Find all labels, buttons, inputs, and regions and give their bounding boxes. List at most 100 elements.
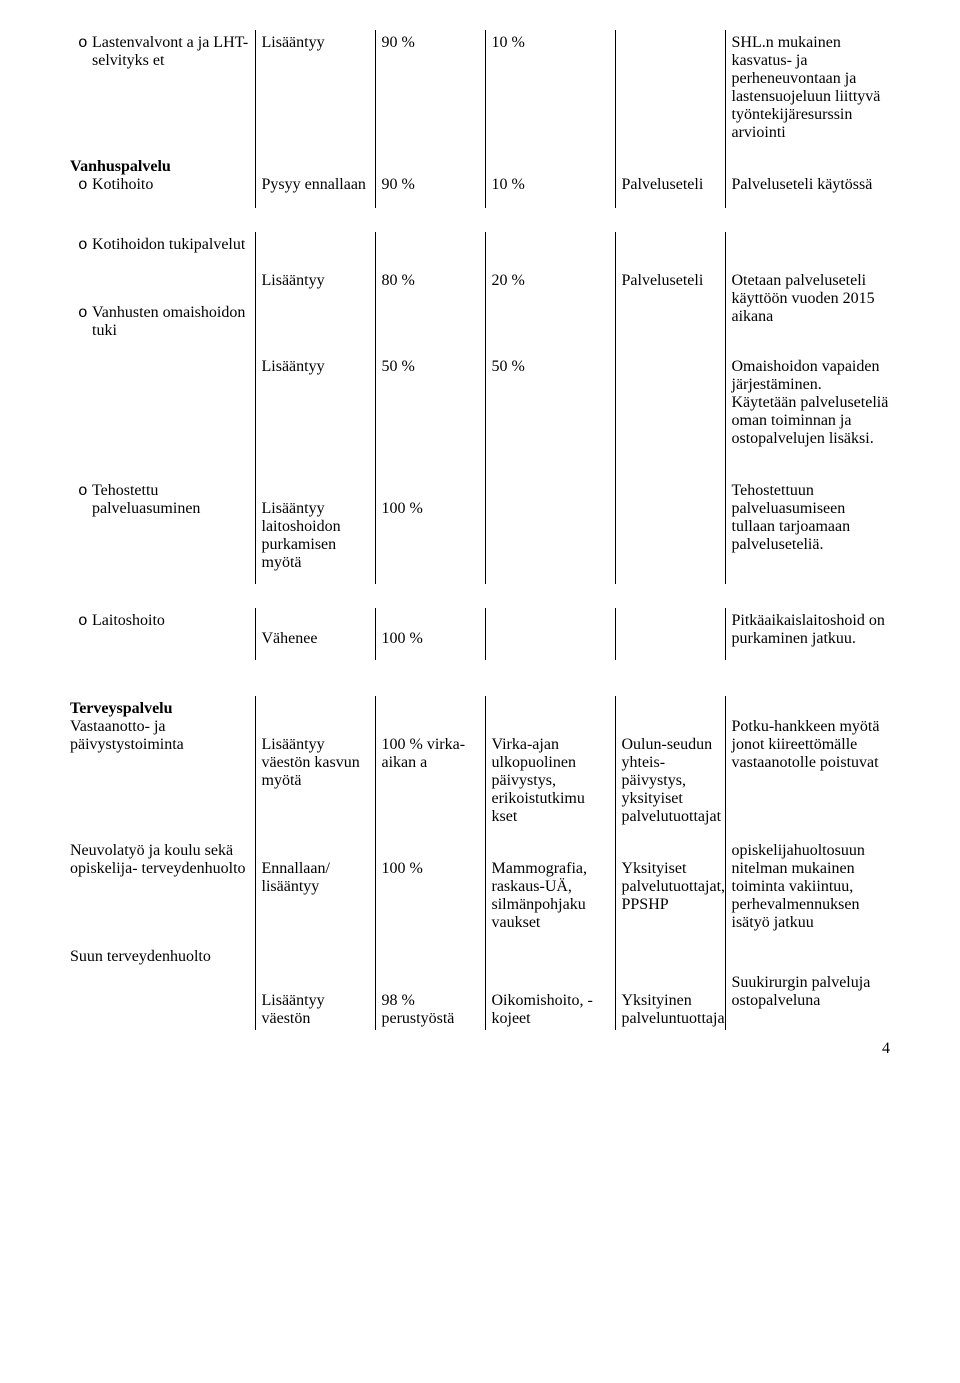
bullet-icon: o [70,612,92,630]
cell-pct2: 10 % [485,30,615,154]
table-row: Lisääntyy 50 % 50 % Omaishoidon vapaiden… [70,354,895,460]
table-row: o Tehostettu palveluasuminen Lisääntyy l… [70,478,895,584]
cell-pct2: Oikomishoito, -kojeet [485,970,615,1030]
cell-pct2 [485,478,615,584]
cell-pct2: Mammografia, raskaus-UÄ, silmänpohjaku v… [485,838,615,944]
table-row: o Vanhusten omaishoidon tuki Lisääntyy 8… [70,268,895,354]
table-row: Suun terveydenhuolto [70,944,895,970]
cell-voucher: Yksityinen palveluntuottaja [615,970,725,1030]
cell-service: o Vanhusten omaishoidon tuki [70,268,255,354]
cell-note: opiskelijahuoltosuun nitelman mukainen t… [725,838,895,944]
cell-voucher [615,354,725,460]
cell-trend: Lisääntyy [255,268,375,354]
bullet-icon: o [70,176,92,194]
cell-service: o Lastenvalvont a ja LHT-selvityks et [70,30,255,154]
page-number: 4 [70,1040,890,1058]
service-label: Kotihoito [92,176,249,194]
cell-voucher: Yksityiset palvelutuottajat, PPSHP [615,838,725,944]
bullet-icon: o [70,34,92,70]
cell-service: o Laitoshoito [70,608,255,660]
bullet-icon: o [70,236,92,254]
cell-voucher [615,232,725,268]
table-row: Vanhuspalvelu o Kotihoito Pysyy ennallaa… [70,154,895,208]
cell-trend: Lisääntyy väestön [255,970,375,1030]
cell-trend [255,232,375,268]
cell-pct2: 10 % [485,154,615,208]
cell-note: Otetaan palveluseteli käyttöön vuoden 20… [725,268,895,354]
cell-note: Palveluseteli käytössä [725,154,895,208]
cell-trend [255,944,375,970]
cell-trend: Pysyy ennallaan [255,154,375,208]
cell-service [70,354,255,460]
cell-pct1: 90 % [375,30,485,154]
service-label: Kotihoidon tukipalvelut [92,236,249,254]
cell-pct2 [485,608,615,660]
cell-voucher: Palveluseteli [615,154,725,208]
cell-pct2 [485,232,615,268]
service-label: Vastaanotto- ja päivystystoiminta [70,718,249,754]
service-label: Lastenvalvont a ja LHT-selvityks et [92,34,249,70]
cell-voucher: Oulun-seudun yhteis- päivystys, yksityis… [615,696,725,838]
bullet-icon: o [70,304,92,340]
section-heading: Vanhuspalvelu [70,158,249,176]
cell-service [70,970,255,1030]
cell-service: Suun terveydenhuolto [70,944,255,970]
service-label: Neuvolatyö ja koulu sekä opiskelija- ter… [70,842,249,878]
cell-service: o Tehostettu palveluasuminen [70,478,255,584]
cell-note: SHL.n mukainen kasvatus- ja perheneuvont… [725,30,895,154]
cell-voucher [615,608,725,660]
cell-voucher [615,944,725,970]
cell-pct1: 90 % [375,154,485,208]
cell-note: Tehostettuun palveluasumiseen tullaan ta… [725,478,895,584]
cell-pct2: Virka-ajan ulkopuolinen päivystys, eriko… [485,696,615,838]
table-row: o Lastenvalvont a ja LHT-selvityks et Li… [70,30,895,154]
cell-note: Omaishoidon vapaiden järjestäminen. Käyt… [725,354,895,460]
cell-pct2 [485,944,615,970]
cell-pct1: 50 % [375,354,485,460]
table-row: Terveyspalvelu Vastaanotto- ja päivystys… [70,696,895,838]
table-section-1: o Lastenvalvont a ja LHT-selvityks et Li… [70,30,895,208]
cell-voucher: Palveluseteli [615,268,725,354]
service-label: Suun terveydenhuolto [70,948,249,966]
table-row: o Kotihoidon tukipalvelut [70,232,895,268]
cell-voucher [615,478,725,584]
cell-service: Terveyspalvelu Vastaanotto- ja päivystys… [70,696,255,838]
cell-trend: Lisääntyy laitoshoidon purkamisen myötä [255,478,375,584]
cell-note [725,944,895,970]
section-heading: Terveyspalvelu [70,700,249,718]
cell-trend: Lisääntyy [255,354,375,460]
table-section-2: o Kotihoidon tukipalvelut o Vanhusten om… [70,232,895,584]
cell-pct1: 80 % [375,268,485,354]
table-row: o Laitoshoito Vähenee 100 % Pitkäaikaisl… [70,608,895,660]
cell-note [725,232,895,268]
cell-note: Potku-hankkeen myötä jonot kiireettömäll… [725,696,895,838]
service-label: Tehostettu palveluasuminen [92,482,249,518]
service-label: Vanhusten omaishoidon tuki [92,304,249,340]
cell-voucher [615,30,725,154]
cell-pct1: 100 % [375,608,485,660]
cell-service: o Kotihoidon tukipalvelut [70,232,255,268]
cell-pct2: 50 % [485,354,615,460]
cell-pct1: 98 % perustyöstä [375,970,485,1030]
cell-pct1: 100 % [375,838,485,944]
cell-trend: Lisääntyy [255,30,375,154]
cell-service: Vanhuspalvelu o Kotihoito [70,154,255,208]
cell-pct1: 100 % virka-aikan a [375,696,485,838]
cell-pct1 [375,232,485,268]
cell-pct1 [375,944,485,970]
table-section-4: Terveyspalvelu Vastaanotto- ja päivystys… [70,696,895,1030]
cell-note: Pitkäaikaislaitoshoid on purkaminen jatk… [725,608,895,660]
table-section-3: o Laitoshoito Vähenee 100 % Pitkäaikaisl… [70,608,895,660]
cell-trend: Lisääntyy väestön kasvun myötä [255,696,375,838]
cell-trend: Ennallaan/ lisääntyy [255,838,375,944]
table-row: Lisääntyy väestön 98 % perustyöstä Oikom… [70,970,895,1030]
cell-note: Suukirurgin palveluja ostopalveluna [725,970,895,1030]
cell-service: Neuvolatyö ja koulu sekä opiskelija- ter… [70,838,255,944]
table-spacer [70,460,895,478]
service-label: Laitoshoito [92,612,249,630]
cell-trend: Vähenee [255,608,375,660]
bullet-icon: o [70,482,92,518]
cell-pct2: 20 % [485,268,615,354]
cell-pct1: 100 % [375,478,485,584]
table-row: Neuvolatyö ja koulu sekä opiskelija- ter… [70,838,895,944]
